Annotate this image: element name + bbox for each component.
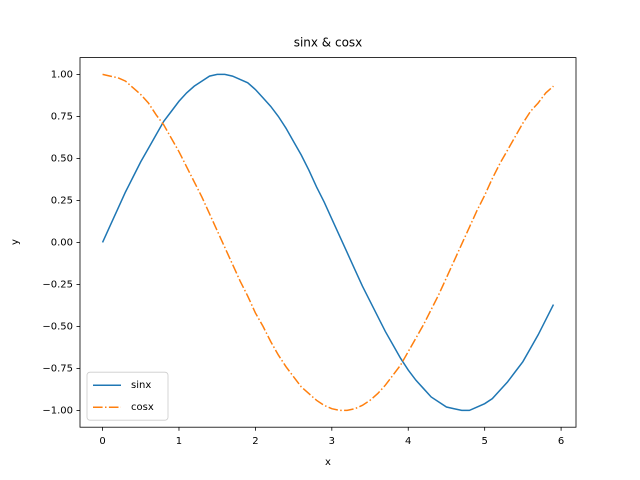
y-tick-label: −1.00 <box>42 405 73 416</box>
chart-title: sinx & cosx <box>294 36 363 50</box>
y-tick-label: −0.25 <box>42 279 73 290</box>
legend-box <box>86 371 169 421</box>
y-tick-label: 0.75 <box>51 111 73 122</box>
x-tick-label: 0 <box>99 436 105 447</box>
series-line <box>102 73 554 412</box>
y-tick-label: 0.50 <box>51 153 73 164</box>
x-tick-label: 2 <box>252 436 258 447</box>
x-axis-label: x <box>325 457 331 468</box>
x-tick-label: 1 <box>176 436 182 447</box>
x-tick-label: 4 <box>405 436 411 447</box>
series-line <box>101 73 555 412</box>
y-tick-label: −0.75 <box>42 363 73 374</box>
plot-frame <box>79 57 577 428</box>
y-tick-label: 0.25 <box>51 195 73 206</box>
x-tick-label: 3 <box>329 436 335 447</box>
y-tick-label: 0.00 <box>51 237 73 248</box>
legend-label: sinx <box>131 380 151 391</box>
y-axis-label: y <box>10 239 21 245</box>
y-tick-label: 1.00 <box>51 69 73 80</box>
y-tick-label: −0.50 <box>42 321 73 332</box>
x-tick-label: 5 <box>481 436 487 447</box>
legend-label: cosx <box>131 402 154 413</box>
x-tick-label: 6 <box>558 436 564 447</box>
